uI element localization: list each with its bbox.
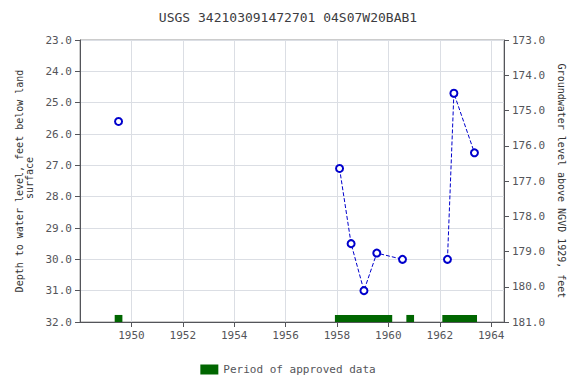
svg-text:24.0: 24.0 [46,65,73,78]
svg-text:Groundwater level above NGVD 1: Groundwater level above NGVD 1929, feet [556,64,567,299]
svg-text:Depth to water level, feet bel: Depth to water level, feet below land [14,69,26,293]
svg-text:174.0: 174.0 [512,69,545,82]
svg-text:178.0: 178.0 [512,210,545,223]
svg-text:1956: 1956 [272,329,299,342]
svg-text:1964: 1964 [478,329,505,342]
svg-text:1960: 1960 [375,329,402,342]
svg-text:1954: 1954 [221,329,248,342]
svg-text:180.0: 180.0 [512,280,545,293]
svg-text:175.0: 175.0 [512,104,545,117]
svg-text:1952: 1952 [170,329,197,342]
svg-text:surface: surface [24,157,35,205]
svg-text:30.0: 30.0 [46,253,73,266]
svg-text:29.0: 29.0 [46,222,73,235]
svg-text:173.0: 173.0 [512,34,545,47]
svg-text:28.0: 28.0 [46,190,73,203]
svg-text:181.0: 181.0 [512,316,545,329]
svg-text:25.0: 25.0 [46,96,73,109]
svg-text:179.0: 179.0 [512,245,545,258]
svg-text:27.0: 27.0 [46,159,73,172]
svg-text:31.0: 31.0 [46,284,73,297]
svg-text:26.0: 26.0 [46,128,73,141]
svg-text:1950: 1950 [118,329,145,342]
svg-text:176.0: 176.0 [512,139,545,152]
svg-text:Period of approved data: Period of approved data [223,363,375,376]
svg-text:32.0: 32.0 [46,316,73,329]
svg-text:1958: 1958 [324,329,351,342]
svg-text:177.0: 177.0 [512,175,545,188]
svg-text:1962: 1962 [427,329,454,342]
svg-text:23.0: 23.0 [46,34,73,47]
svg-text:USGS 342103091472701 04S07W20B: USGS 342103091472701 04S07W20BAB1 [159,10,417,25]
